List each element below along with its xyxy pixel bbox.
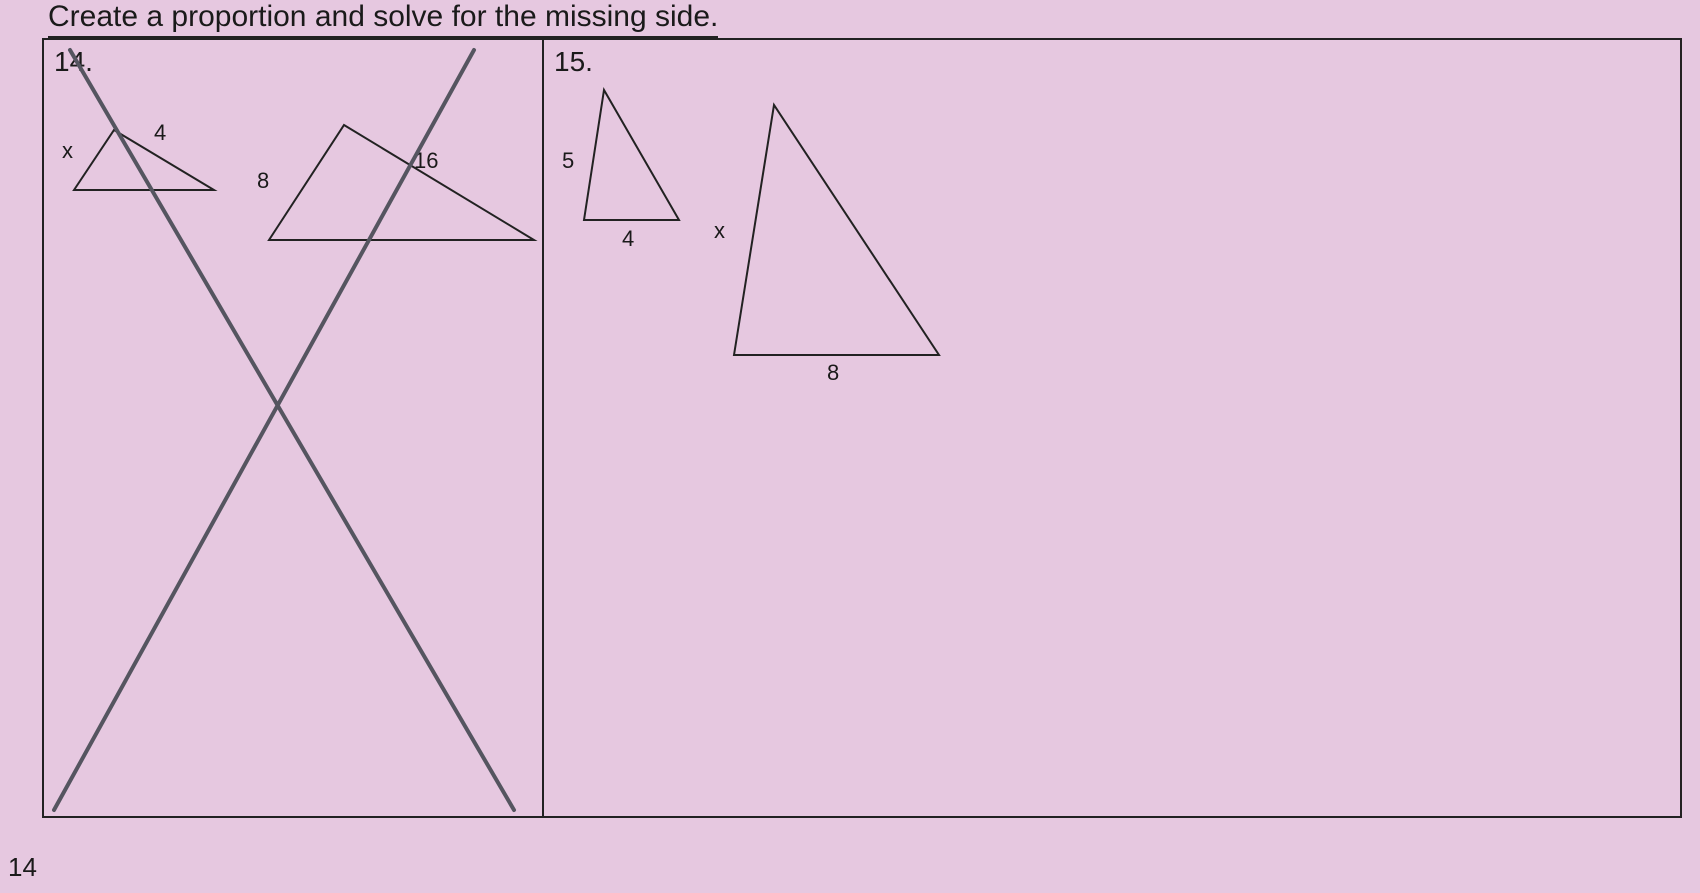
problem-15-cell: 15. 5 4 x 8 [544, 40, 1680, 816]
p15-large-bottom-label: 8 [827, 360, 839, 386]
p15-large-triangle [544, 40, 1144, 440]
problems-row: 14. x 4 8 16 15. [42, 38, 1682, 818]
problem-14-cell: 14. x 4 8 16 [44, 40, 544, 816]
worksheet-page: Create a proportion and solve for the mi… [0, 0, 1700, 893]
instruction-text: Create a proportion and solve for the mi… [48, 0, 718, 38]
p15-large-left-label: x [714, 218, 725, 244]
page-footer-number: 14 [8, 852, 37, 883]
p14-crossout [44, 40, 544, 820]
